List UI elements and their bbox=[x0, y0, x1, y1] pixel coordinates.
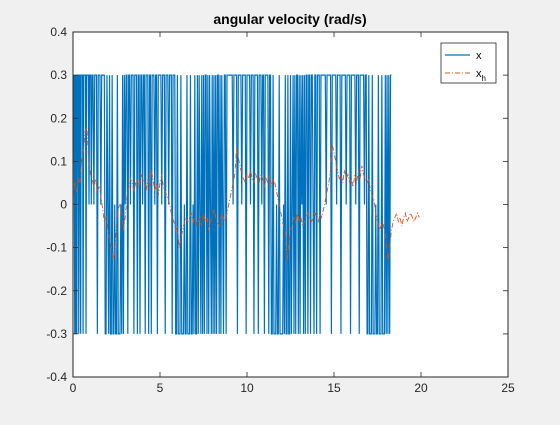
legend-label-x: x bbox=[476, 50, 482, 62]
tick-group: 0 5 10 15 20 25 -0.4 -0.3 -0.2 -0.1 0 0.1 0.2 0.3 0.4 bbox=[46, 25, 515, 395]
y-tick-label: 0 bbox=[60, 198, 67, 212]
x-tick-label: 0 bbox=[70, 381, 77, 395]
y-tick-label: -0.1 bbox=[46, 241, 67, 255]
legend-label-xh: xh bbox=[476, 68, 486, 83]
x-tick-label: 15 bbox=[327, 381, 341, 395]
x-tick-label: 20 bbox=[414, 381, 428, 395]
y-tick-label: 0.3 bbox=[50, 68, 67, 82]
x-tick-label: 25 bbox=[501, 381, 515, 395]
legend-subscript: h bbox=[482, 74, 486, 83]
y-tick-label: 0.1 bbox=[50, 154, 67, 168]
y-tick-label: -0.3 bbox=[46, 327, 67, 341]
legend-box bbox=[440, 42, 497, 84]
y-tick-label: 0.4 bbox=[50, 25, 67, 39]
legend: x xh bbox=[440, 42, 497, 84]
series-group bbox=[72, 74, 420, 335]
x-tick-label: 10 bbox=[240, 381, 254, 395]
series-line-xh bbox=[72, 126, 420, 261]
chart-title: angular velocity (rad/s) bbox=[213, 11, 366, 27]
x-tick-label: 5 bbox=[157, 381, 164, 395]
series-line-x bbox=[73, 74, 392, 335]
y-tick-label: -0.4 bbox=[46, 370, 67, 384]
y-tick-label: -0.2 bbox=[46, 284, 67, 298]
y-tick-label: 0.2 bbox=[50, 111, 67, 125]
